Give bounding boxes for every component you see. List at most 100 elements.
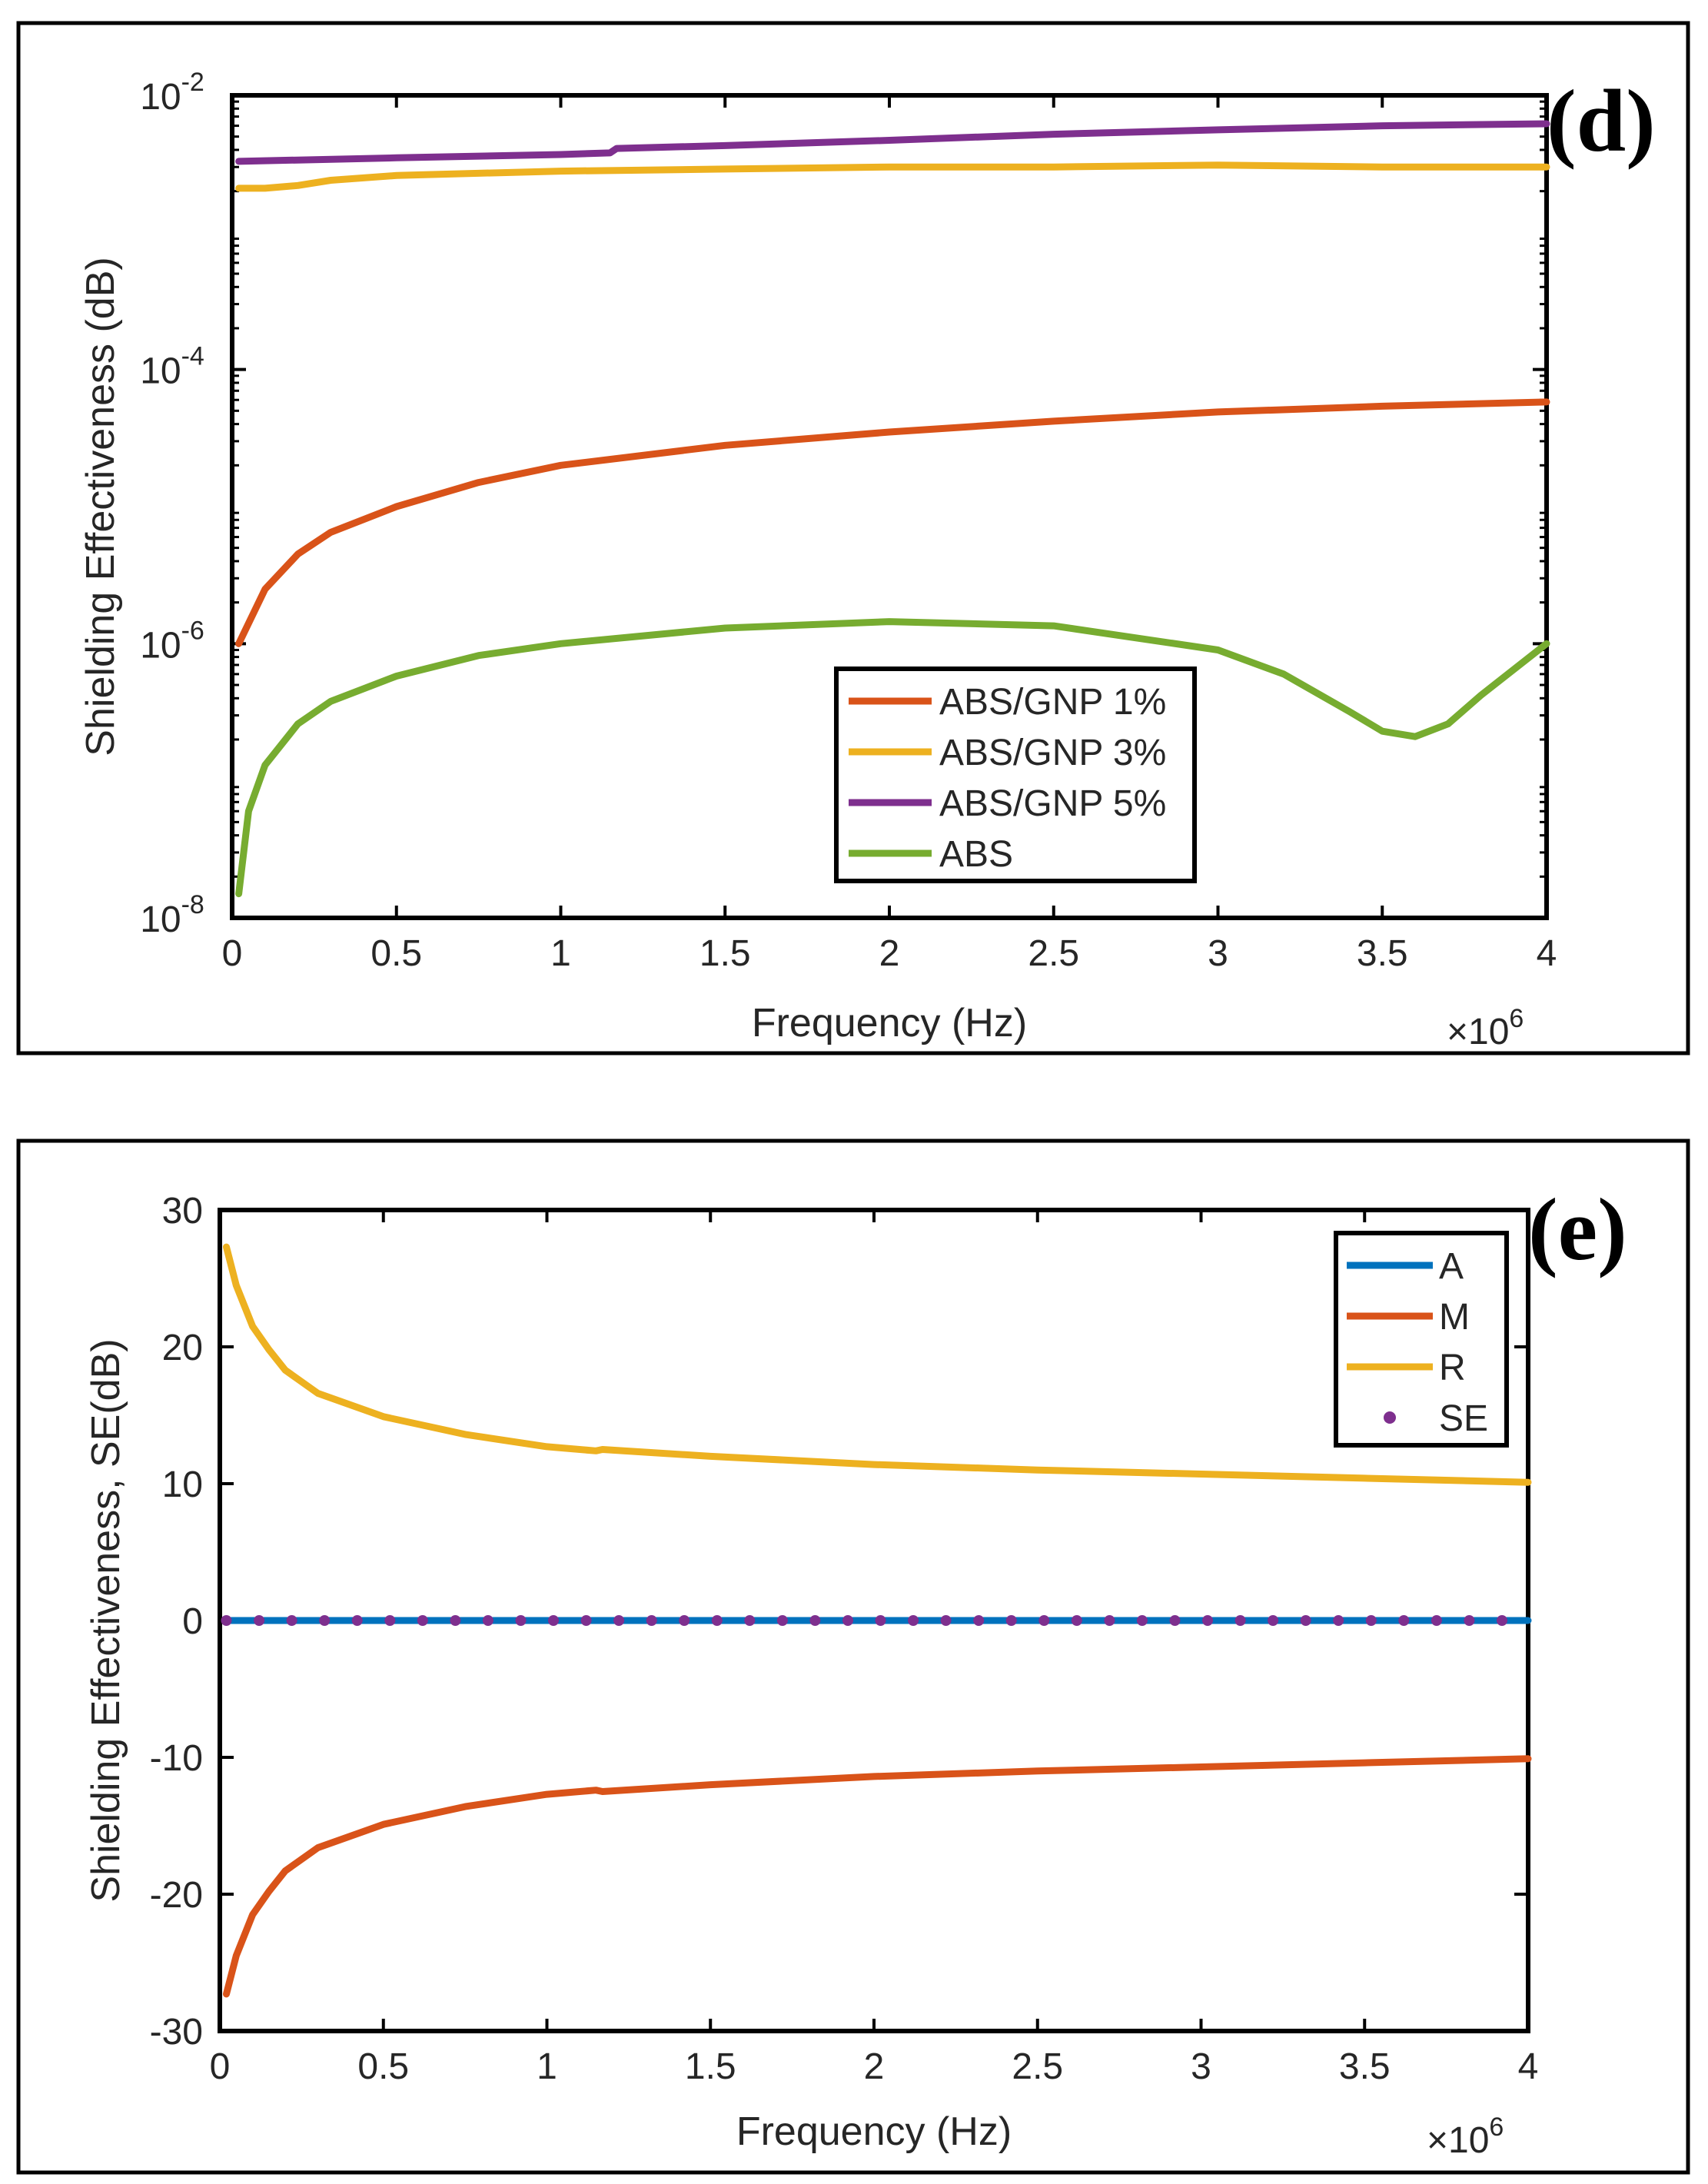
- x-tick-label: 1: [537, 2046, 557, 2087]
- x-tick-label: 2.5: [1012, 2046, 1063, 2087]
- panel-d-label: (d): [1547, 72, 1656, 171]
- legend-label: ABS/GNP 1%: [939, 682, 1166, 723]
- se-marker: [940, 1615, 952, 1626]
- panel-e-legend: AMR SE: [1334, 1231, 1509, 1448]
- x-tick-label: 3.5: [1339, 2046, 1391, 2087]
- legend-swatch: [1384, 1411, 1396, 1424]
- se-marker: [679, 1615, 690, 1626]
- se-marker: [482, 1615, 493, 1626]
- se-marker: [417, 1615, 428, 1626]
- se-marker: [1202, 1615, 1213, 1626]
- series-line-2: [235, 161, 1550, 192]
- legend-label: ABS/GNP 3%: [939, 733, 1166, 773]
- panel-e-series: [221, 1243, 1532, 1998]
- y-tick-label: -10: [150, 1738, 203, 1779]
- x-tick-label: 0.5: [357, 2046, 409, 2087]
- se-marker: [1365, 1615, 1377, 1626]
- y-tick-label: 10-2: [140, 68, 204, 118]
- series-line-3: [235, 120, 1550, 165]
- se-marker: [776, 1615, 788, 1626]
- se-marker: [548, 1615, 559, 1626]
- series-line-4: [235, 618, 1550, 898]
- x-tick-label: 0: [210, 2046, 231, 2087]
- se-marker: [809, 1615, 821, 1626]
- x-tick-label: 2: [864, 2046, 885, 2087]
- panel-d-x-multiplier: ×106: [1447, 1004, 1524, 1052]
- se-marker: [1333, 1615, 1344, 1626]
- legend-label: R: [1439, 1348, 1466, 1388]
- legend-label: ABS: [939, 834, 1013, 875]
- panel-e: 0 0.5 1 1.5 2 2.5 3 3.5 4 -30 -20 -10 0 10 20 30 Frequ…: [16, 1139, 1690, 2175]
- panel-e-y-ticks: -30 -20 -10 0 10 20 30: [150, 1191, 1528, 2053]
- se-marker: [711, 1615, 723, 1626]
- se-marker: [1104, 1615, 1115, 1626]
- se-marker: [515, 1615, 527, 1626]
- x-tick-label: 2: [879, 933, 900, 974]
- se-marker: [1169, 1615, 1181, 1626]
- panel-e-y-label: Shielding Effectiveness, SE(dB): [84, 1338, 128, 1902]
- y-tick-label: 10-4: [140, 342, 204, 392]
- se-marker: [613, 1615, 625, 1626]
- x-tick-label: 4: [1537, 933, 1557, 974]
- panel-d-y-ticks: 10-8 10-6 10-4 10-2: [140, 68, 1547, 940]
- series-line-1: [235, 398, 1550, 647]
- se-marker: [1136, 1615, 1148, 1626]
- y-tick-label: -20: [150, 1875, 203, 1916]
- se-marker: [1497, 1615, 1507, 1626]
- y-tick-label: -30: [150, 2012, 203, 2053]
- se-marker: [1464, 1615, 1475, 1626]
- x-tick-label: 0: [222, 933, 243, 974]
- panel-e-x-multiplier: ×106: [1427, 2113, 1504, 2161]
- y-tick-label: 30: [162, 1191, 203, 1232]
- se-marker: [744, 1615, 756, 1626]
- se-marker: [450, 1615, 461, 1626]
- se-marker: [875, 1615, 886, 1626]
- se-marker: [351, 1615, 363, 1626]
- se-marker: [1398, 1615, 1410, 1626]
- se-marker: [319, 1615, 331, 1626]
- se-marker: [842, 1615, 853, 1626]
- x-tick-label: 3: [1208, 933, 1228, 974]
- se-marker: [286, 1615, 297, 1626]
- se-marker: [384, 1615, 396, 1626]
- series-line-R: [223, 1243, 1532, 1486]
- y-tick-label: 10-6: [140, 616, 204, 666]
- se-marker: [973, 1615, 985, 1626]
- series-line-M: [223, 1755, 1532, 1998]
- se-marker: [580, 1615, 592, 1626]
- se-marker: [1234, 1615, 1246, 1626]
- legend-label: SE: [1439, 1398, 1488, 1439]
- panel-d-series: [235, 120, 1550, 898]
- x-tick-label: 3.5: [1357, 933, 1408, 974]
- se-marker: [1300, 1615, 1311, 1626]
- panel-e-frame: [16, 1139, 1690, 2175]
- se-marker: [646, 1615, 657, 1626]
- panel-d-legend: ABS/GNP 1% ABS/GNP 3% ABS/GNP 5% ABS: [834, 667, 1197, 883]
- panel-d-x-label: Frequency (Hz): [752, 1001, 1027, 1045]
- legend-label: A: [1439, 1246, 1464, 1287]
- se-marker: [1071, 1615, 1082, 1626]
- y-tick-label: 10: [162, 1464, 203, 1505]
- legend-label: M: [1439, 1297, 1470, 1338]
- se-marker: [221, 1615, 232, 1626]
- panel-d: 0 0.5 1 1.5 2 2.5 3 3.5 4 10-8 10-6 10-4 10-2 Frequ…: [16, 21, 1690, 1055]
- panel-e-x-ticks: 0 0.5 1 1.5 2 2.5 3 3.5 4: [210, 1210, 1539, 2087]
- panel-d-frame: [16, 21, 1690, 1055]
- x-tick-label: 1: [550, 933, 571, 974]
- se-marker: [1038, 1615, 1050, 1626]
- x-tick-label: 1.5: [685, 2046, 736, 2087]
- x-tick-label: 4: [1518, 2046, 1539, 2087]
- x-tick-label: 2.5: [1028, 933, 1079, 974]
- x-tick-label: 0.5: [371, 933, 422, 974]
- se-marker: [908, 1615, 919, 1626]
- se-marker: [1268, 1615, 1279, 1626]
- se-marker: [254, 1615, 265, 1626]
- panel-d-y-label: Shielding Effectiveness (dB): [78, 257, 123, 756]
- legend-label: ABS/GNP 5%: [939, 783, 1166, 824]
- se-marker: [1431, 1615, 1442, 1626]
- y-tick-label: 10-8: [140, 890, 204, 940]
- panel-d-minor-ticks: [232, 100, 1547, 878]
- panel-d-x-ticks: 0 0.5 1 1.5 2 2.5 3 3.5 4: [222, 95, 1557, 974]
- panel-e-x-label: Frequency (Hz): [736, 2109, 1012, 2154]
